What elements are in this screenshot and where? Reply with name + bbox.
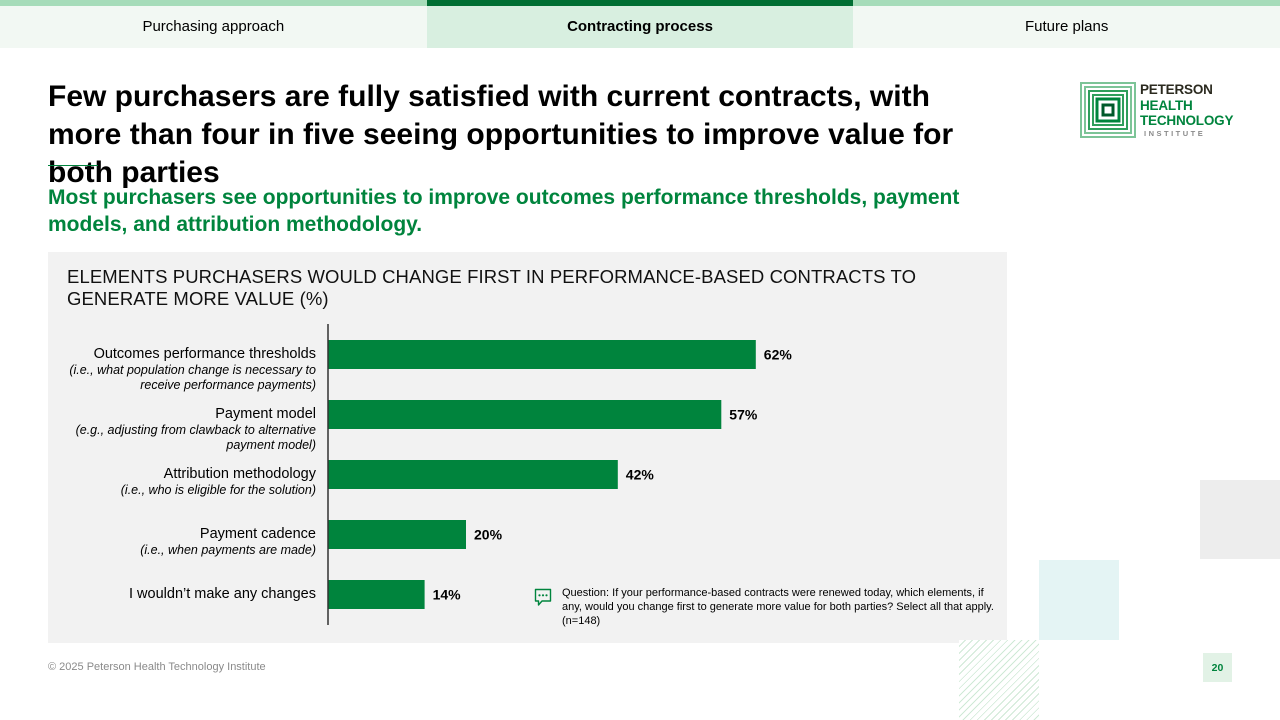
tab-label: Purchasing approach xyxy=(142,17,285,35)
copyright: © 2025 Peterson Health Technology Instit… xyxy=(48,661,266,673)
decorative-block xyxy=(1200,480,1280,559)
title-divider xyxy=(48,165,98,166)
logo: PETERSON HEALTH TECHNOLOGY INSTITUTE xyxy=(1080,82,1240,142)
bar xyxy=(328,460,618,489)
data-label: 20% xyxy=(474,527,503,543)
category-label: Payment model (e.g., adjusting from clawb… xyxy=(46,405,316,453)
tab-contracting-process[interactable]: Contracting process xyxy=(426,0,854,48)
data-label: 57% xyxy=(729,407,758,423)
bar xyxy=(328,340,756,369)
bar xyxy=(328,580,425,609)
category-name: I wouldn’t make any changes xyxy=(129,586,316,602)
tab-future-plans[interactable]: Future plans xyxy=(853,0,1280,48)
chart-title: ELEMENTS PURCHASERS WOULD CHANGE FIRST I… xyxy=(67,266,917,309)
page-subtitle: Most purchasers see opportunities to imp… xyxy=(48,186,960,236)
page-number: 20 xyxy=(1203,653,1232,682)
decorative-block xyxy=(959,640,1039,720)
category-note: (i.e., when payments are made) xyxy=(140,543,316,557)
page-title: Few purchasers are fully satisfied with … xyxy=(48,80,954,189)
question-note: Question: If your performance-based cont… xyxy=(534,586,994,628)
tab-label: Future plans xyxy=(1024,17,1109,35)
logo-line: INSTITUTE xyxy=(1144,128,1206,138)
chart-panel: ELEMENTS PURCHASERS WOULD CHANGE FIRST I… xyxy=(48,252,1007,643)
tab-label: Contracting process xyxy=(567,17,713,35)
category-label: Outcomes performance thresholds (i.e., wh… xyxy=(46,345,316,393)
logo-line: TECHNOLOGY xyxy=(1140,113,1234,128)
decorative-block xyxy=(1039,560,1119,640)
category-label: Attribution methodology (i.e., who is eli… xyxy=(46,465,316,498)
category-name: Attribution methodology xyxy=(163,466,316,482)
chat-bubble-icon xyxy=(534,588,552,606)
logo-wordmark: PETERSON HEALTH TECHNOLOGY INSTITUTE xyxy=(1140,82,1233,139)
bar xyxy=(328,400,722,429)
logo-line: HEALTH xyxy=(1140,97,1193,113)
category-note: (i.e., who is eligible for the solution) xyxy=(120,483,316,497)
bar-chart: 62% 57% 42% 20% 14% xyxy=(327,324,793,625)
category-label: Payment cadence (i.e., when payments are … xyxy=(46,525,316,558)
category-name: Payment cadence xyxy=(199,526,316,542)
data-label: 42% xyxy=(626,467,655,483)
category-name: Payment model xyxy=(215,406,316,422)
bar xyxy=(328,520,466,549)
data-label: 62% xyxy=(764,347,793,363)
tab-purchasing-approach[interactable]: Purchasing approach xyxy=(0,0,427,48)
category-note: (e.g., adjusting from clawback to altern… xyxy=(75,423,316,452)
category-name: Outcomes performance thresholds xyxy=(93,346,316,362)
question-text: Question: If your performance-based cont… xyxy=(562,587,994,627)
section-tabs: Purchasing approach Contracting process … xyxy=(0,0,1280,48)
category-label: I wouldn’t make any changes xyxy=(46,585,316,603)
logo-mark-icon xyxy=(1080,82,1136,138)
category-note: (i.e., what population change is necessa… xyxy=(69,363,316,392)
logo-line: PETERSON xyxy=(1140,82,1213,97)
data-label: 14% xyxy=(433,587,462,603)
